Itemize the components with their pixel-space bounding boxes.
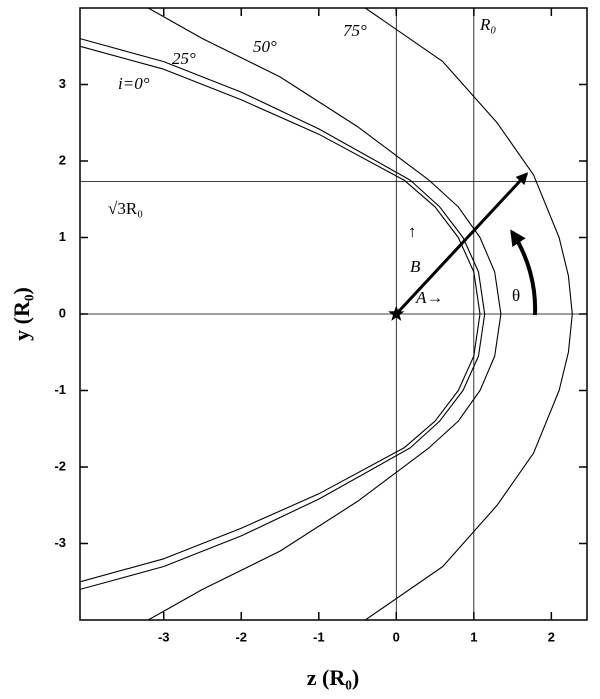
curve-label: 75°	[343, 21, 367, 40]
x-axis-label: z (R₀)	[307, 665, 359, 690]
annotation: A→	[415, 288, 443, 307]
curve-label: 25°	[172, 49, 196, 68]
y-axis-label: y (R₀)	[9, 287, 34, 341]
y-tick-label: 3	[59, 76, 66, 91]
curve-label: 50°	[253, 37, 277, 56]
x-tick-label: 0	[393, 629, 400, 644]
vector-arrow	[395, 172, 529, 316]
x-tick-label: -1	[313, 629, 325, 644]
annotation: √3R₀	[108, 199, 143, 218]
y-tick-label: 0	[59, 305, 66, 320]
y-tick-label: 2	[59, 152, 66, 167]
y-tick-label: -2	[54, 458, 66, 473]
y-tick-label: -3	[54, 535, 66, 550]
y-tick-label: -1	[54, 382, 66, 397]
curve-label: i=0°	[118, 74, 150, 93]
x-tick-label: -3	[158, 629, 170, 644]
x-tick-label: 2	[548, 629, 555, 644]
annotation: R₀	[479, 15, 496, 34]
x-tick-label: -2	[235, 629, 247, 644]
star-marker	[388, 305, 405, 321]
y-tick-label: 1	[59, 229, 66, 244]
x-tick-label: 1	[470, 629, 477, 644]
annotation: ↑	[408, 222, 417, 241]
annotation: θ	[512, 286, 520, 305]
angle-arrow	[510, 229, 538, 316]
annotation: B	[410, 257, 421, 276]
